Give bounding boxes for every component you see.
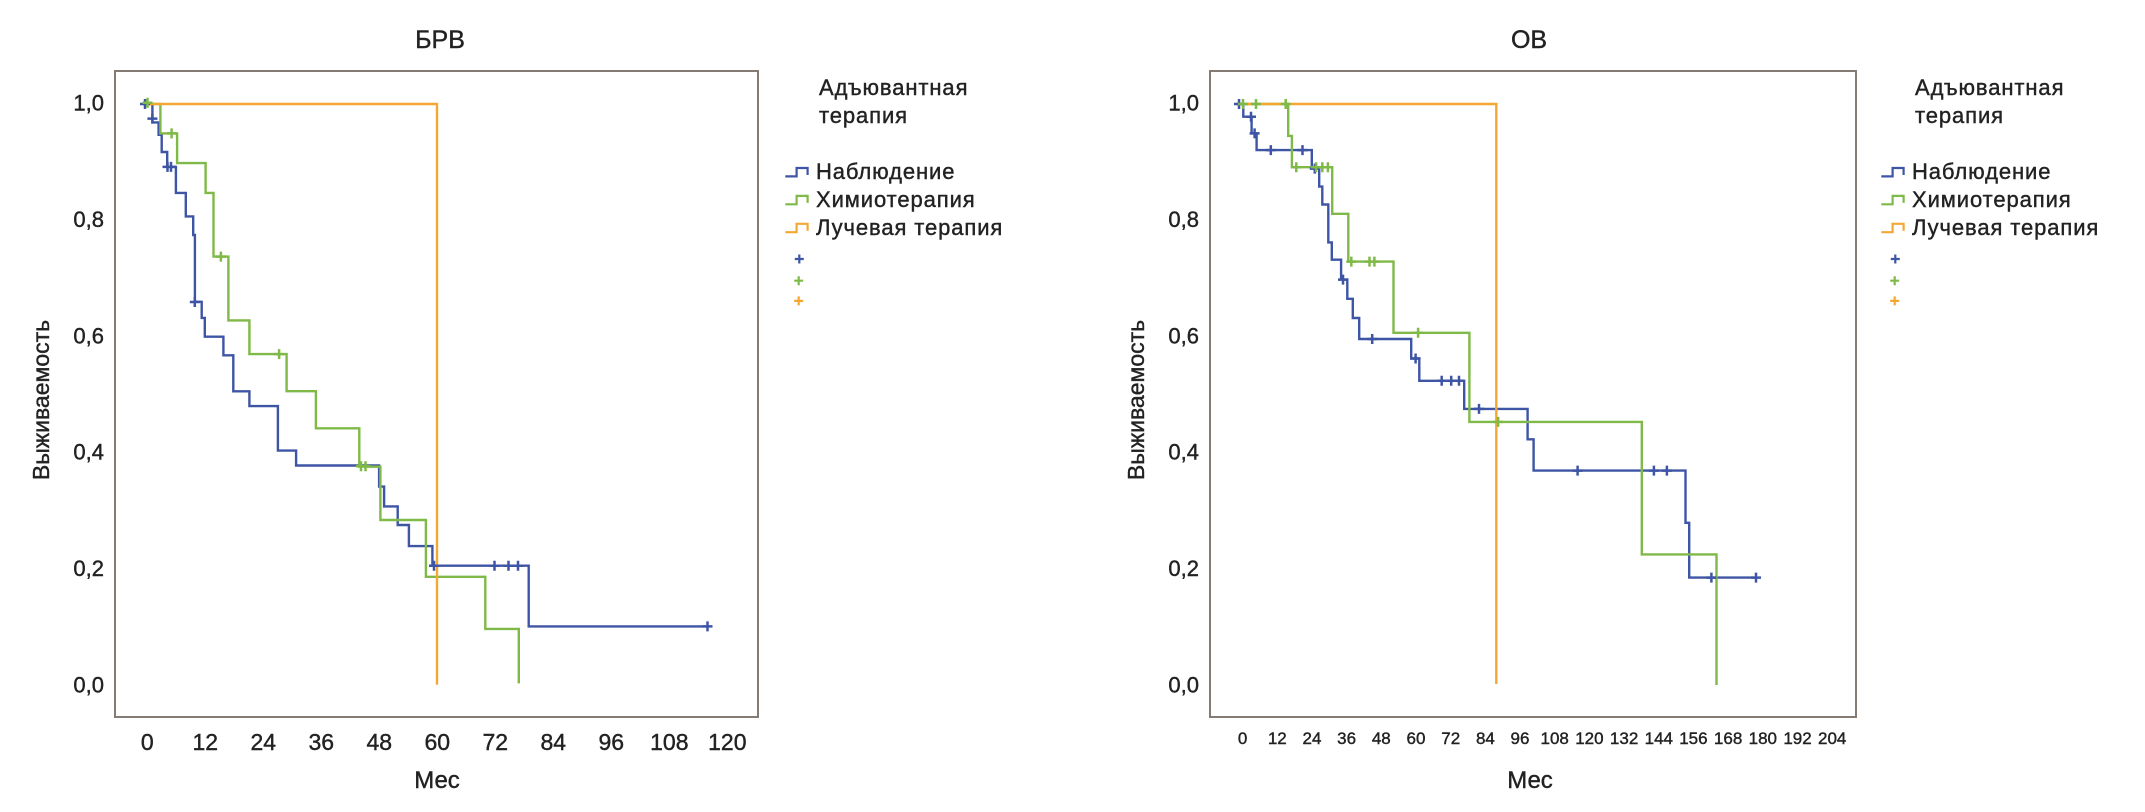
svg-text:0: 0 [1238,729,1247,748]
svg-text:БРВ: БРВ [415,26,465,54]
svg-text:24: 24 [251,729,277,755]
svg-text:60: 60 [425,729,451,755]
svg-text:0,6: 0,6 [73,323,104,348]
svg-text:Адъювантная: Адъювантная [819,75,968,100]
svg-text:0,2: 0,2 [1168,556,1199,581]
svg-text:48: 48 [1372,729,1391,748]
svg-text:72: 72 [483,729,509,755]
svg-text:терапия: терапия [1915,103,2004,128]
svg-text:0,6: 0,6 [1168,323,1199,348]
svg-text:Мес: Мес [414,767,460,794]
svg-text:1,0: 1,0 [1168,91,1199,116]
svg-text:Выживаемость: Выживаемость [28,320,54,480]
svg-text:156: 156 [1679,729,1707,748]
svg-text:Адъювантная: Адъювантная [1915,75,2064,100]
svg-text:108: 108 [1541,729,1569,748]
svg-text:48: 48 [367,729,393,755]
svg-text:Выживаемость: Выживаемость [1123,320,1149,480]
svg-text:Химиотерапия: Химиотерапия [816,187,976,212]
svg-text:84: 84 [541,729,567,755]
svg-text:0,4: 0,4 [73,440,104,465]
svg-text:Наблюдение: Наблюдение [1912,159,2051,184]
svg-text:терапия: терапия [819,103,908,128]
svg-text:Мес: Мес [1507,767,1553,794]
svg-text:36: 36 [309,729,335,755]
svg-text:108: 108 [650,729,688,755]
svg-text:Лучевая терапия: Лучевая терапия [1912,215,2099,240]
svg-text:0,2: 0,2 [73,556,104,581]
svg-text:0,8: 0,8 [1168,207,1199,232]
svg-text:180: 180 [1749,729,1777,748]
svg-text:12: 12 [193,729,219,755]
svg-text:0: 0 [141,729,154,755]
svg-text:60: 60 [1407,729,1426,748]
svg-text:144: 144 [1645,729,1673,748]
svg-text:96: 96 [1511,729,1530,748]
svg-text:36: 36 [1337,729,1356,748]
svg-text:Химиотерапия: Химиотерапия [1912,187,2072,212]
svg-text:204: 204 [1818,729,1846,748]
svg-text:132: 132 [1610,729,1638,748]
svg-text:120: 120 [1575,729,1603,748]
svg-text:Наблюдение: Наблюдение [816,159,955,184]
svg-text:0,0: 0,0 [73,673,104,698]
svg-text:84: 84 [1476,729,1495,748]
svg-text:120: 120 [708,729,746,755]
svg-text:0,8: 0,8 [73,207,104,232]
svg-text:0,0: 0,0 [1168,673,1199,698]
svg-text:0,4: 0,4 [1168,440,1199,465]
svg-text:ОВ: ОВ [1511,26,1547,54]
svg-text:24: 24 [1303,729,1322,748]
svg-text:Лучевая терапия: Лучевая терапия [816,215,1003,240]
svg-text:192: 192 [1783,729,1811,748]
svg-text:96: 96 [599,729,625,755]
svg-text:168: 168 [1714,729,1742,748]
svg-text:72: 72 [1441,729,1460,748]
svg-text:12: 12 [1268,729,1287,748]
svg-text:1,0: 1,0 [73,91,104,116]
